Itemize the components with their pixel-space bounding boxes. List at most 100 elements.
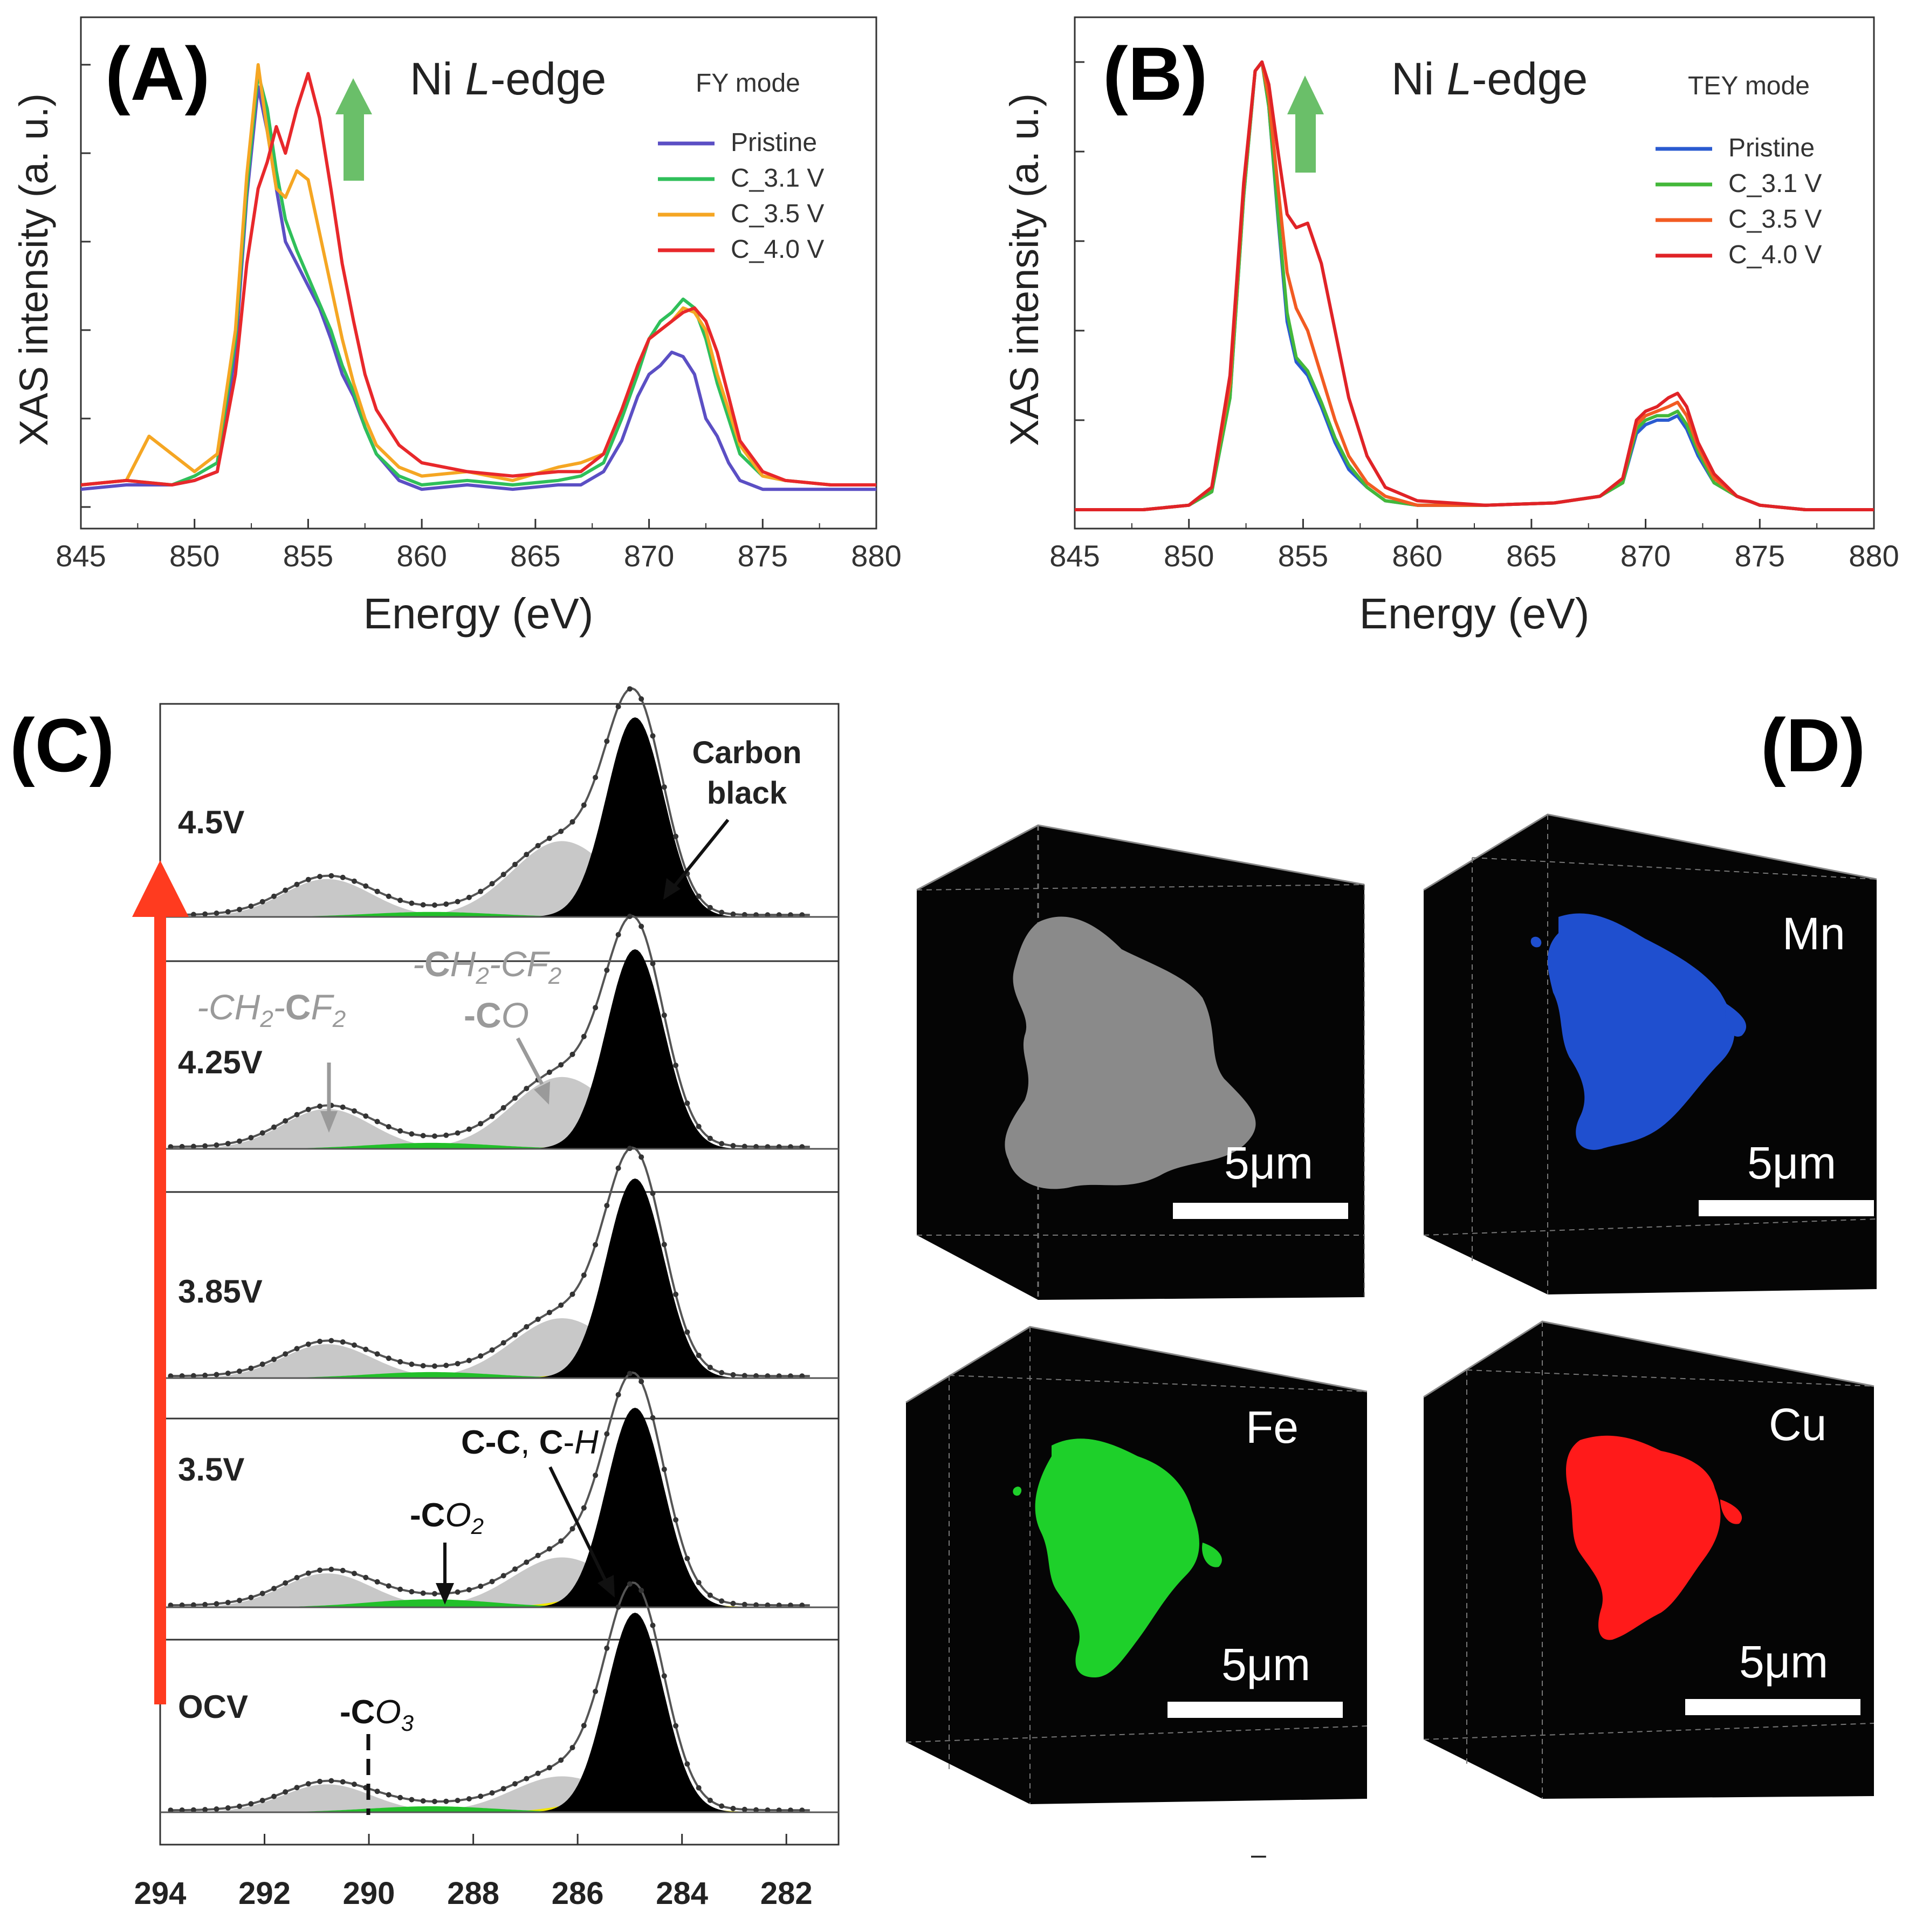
data-point bbox=[730, 1806, 736, 1811]
data-point bbox=[615, 704, 621, 710]
data-point bbox=[202, 1372, 208, 1378]
data-point bbox=[237, 1598, 243, 1604]
data-point bbox=[305, 1781, 311, 1787]
data-point bbox=[546, 1310, 552, 1316]
data-point bbox=[524, 1086, 530, 1092]
data-point bbox=[317, 1339, 323, 1344]
data-point bbox=[409, 1131, 415, 1137]
data-point bbox=[432, 1133, 437, 1139]
data-point bbox=[386, 1355, 392, 1361]
legend-label: C_4.0 V bbox=[731, 235, 824, 264]
x-tick-label: 865 bbox=[1506, 539, 1556, 573]
data-point bbox=[294, 1112, 300, 1118]
component-cf2 bbox=[170, 1784, 810, 1812]
panel-b-title-italic: L bbox=[1447, 53, 1472, 104]
data-point bbox=[202, 1807, 208, 1813]
data-point bbox=[374, 1789, 380, 1794]
data-point bbox=[478, 1121, 484, 1127]
ann-cc-f: - bbox=[563, 1424, 574, 1461]
data-point bbox=[283, 1580, 289, 1586]
legend-label: Pristine bbox=[1728, 134, 1815, 162]
data-point bbox=[305, 876, 311, 882]
data-point bbox=[397, 1128, 403, 1134]
panel-b-series bbox=[1075, 60, 1874, 511]
scale-bar-cu bbox=[1685, 1699, 1860, 1715]
data-point bbox=[581, 802, 587, 808]
data-point bbox=[673, 1291, 679, 1297]
data-point bbox=[352, 878, 357, 884]
data-point bbox=[500, 872, 506, 878]
data-point bbox=[696, 1123, 702, 1129]
data-point bbox=[340, 874, 346, 880]
data-point bbox=[558, 828, 564, 834]
data-point bbox=[741, 1143, 747, 1149]
ann-cc-d: , bbox=[520, 1424, 539, 1461]
data-point bbox=[225, 1141, 231, 1147]
x-tick-label: 880 bbox=[851, 539, 901, 573]
data-point bbox=[214, 1806, 219, 1812]
data-point bbox=[524, 1776, 530, 1782]
data-point bbox=[707, 1135, 713, 1141]
series-line-c-4-0-v bbox=[81, 72, 876, 487]
annotation-carbon-black-line1: Carbon bbox=[692, 735, 802, 770]
ann-co-top-b: C bbox=[424, 944, 450, 984]
data-point bbox=[489, 1790, 495, 1796]
data-point bbox=[615, 932, 621, 937]
data-point bbox=[627, 914, 633, 919]
data-point bbox=[328, 1778, 334, 1784]
data-point bbox=[317, 1104, 323, 1109]
data-point bbox=[397, 1586, 403, 1592]
ann-cc-c: C bbox=[496, 1424, 520, 1461]
data-point bbox=[569, 1051, 575, 1057]
data-point bbox=[500, 1786, 506, 1792]
panel-a-series bbox=[81, 63, 876, 491]
data-point bbox=[352, 1782, 357, 1787]
data-point bbox=[719, 1141, 725, 1147]
data-point bbox=[604, 1645, 610, 1651]
data-point bbox=[443, 1798, 449, 1804]
x-tick-label: 845 bbox=[56, 539, 106, 573]
panel-a-x-axis-label: Energy (eV) bbox=[363, 590, 594, 638]
data-point bbox=[214, 1601, 219, 1607]
data-point bbox=[409, 1797, 415, 1803]
data-point bbox=[455, 1589, 461, 1595]
ann-cc-a: C bbox=[461, 1424, 485, 1461]
data-point bbox=[673, 1063, 679, 1068]
component-ch2-cf2-co bbox=[170, 1318, 810, 1378]
annotation-carbon-black-arrow bbox=[670, 819, 730, 891]
data-point bbox=[259, 899, 265, 905]
legend-label: Pristine bbox=[731, 128, 817, 157]
panel-d-tiny-mark: – bbox=[1251, 1839, 1266, 1869]
data-point bbox=[741, 1806, 747, 1812]
data-point bbox=[581, 1505, 587, 1511]
component-cf2 bbox=[170, 1573, 810, 1607]
panel-c-letter: (C) bbox=[10, 703, 114, 787]
data-point bbox=[478, 888, 484, 894]
panel-c-x-ticks: 294 292 290 288 286 284 282 bbox=[134, 1834, 813, 1911]
ann-co-top-c: H bbox=[450, 944, 476, 984]
panel-b-x-ticks: 845 850 855 860 865 870 875 880 bbox=[1049, 519, 1899, 573]
data-point bbox=[259, 1591, 265, 1597]
data-point bbox=[271, 1356, 277, 1362]
component-carbon-black bbox=[170, 1408, 810, 1607]
data-point bbox=[650, 1415, 656, 1421]
data-point bbox=[340, 1779, 346, 1785]
data-point bbox=[190, 1143, 196, 1149]
data-point bbox=[524, 852, 530, 858]
data-point bbox=[409, 900, 415, 906]
data-point bbox=[719, 1598, 725, 1604]
component-ch2-cf2-co bbox=[170, 841, 810, 917]
spectrum-3_85v: 3.85V bbox=[160, 1146, 839, 1379]
data-point bbox=[328, 1338, 334, 1344]
ann-co2-a: - bbox=[410, 1497, 421, 1534]
component-carbon-black bbox=[170, 717, 810, 917]
panel-a-title-pre: Ni bbox=[410, 53, 465, 104]
data-point bbox=[432, 1591, 437, 1597]
data-point bbox=[466, 1358, 472, 1364]
data-point bbox=[443, 1362, 449, 1368]
data-point bbox=[558, 1538, 564, 1544]
data-point bbox=[535, 1317, 541, 1322]
x-tick-label: 845 bbox=[1049, 539, 1100, 573]
scale-label-cu: 5μm bbox=[1739, 1636, 1828, 1687]
data-point bbox=[478, 1584, 484, 1589]
